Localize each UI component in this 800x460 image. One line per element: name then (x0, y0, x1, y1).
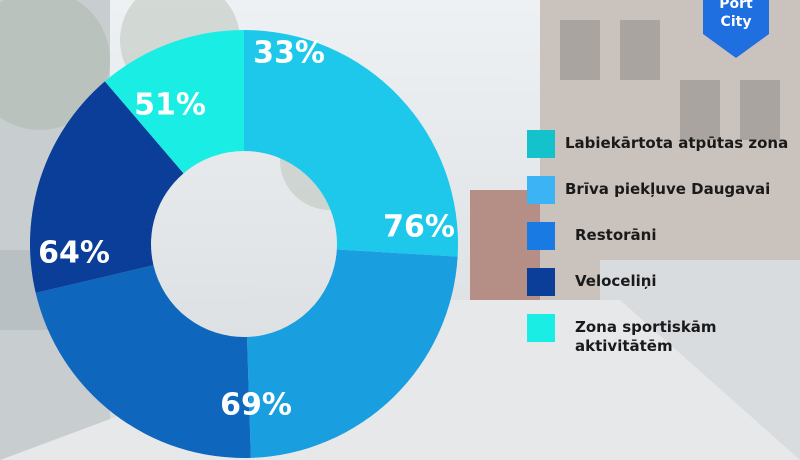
legend-swatch (527, 176, 555, 204)
segment-label-76: 76% (383, 210, 455, 245)
legend-item: Zona sportiskām aktivitātēm (527, 314, 797, 374)
legend-label: Zona sportiskām aktivitātēm (575, 318, 717, 355)
legend-label: Veloceliņi (575, 272, 657, 290)
legend-label: Labiekārtota atpūtas zona (565, 134, 789, 152)
legend-item: Veloceliņi (527, 268, 797, 314)
donut-segment-33 (104, 30, 245, 174)
legend-label: Restorāni (575, 226, 657, 244)
segment-label-69: 69% (220, 388, 292, 423)
donut-segment-69 (246, 249, 458, 458)
donut-segment-51 (29, 81, 184, 293)
legend-item: Labiekārtota atpūtas zona (527, 130, 797, 176)
logo-text-city: City (721, 14, 752, 30)
chart-legend: Labiekārtota atpūtas zona Brīva piekļuve… (527, 130, 797, 374)
port-city-logo: Port City (703, 0, 769, 58)
donut-segment-76 (244, 30, 458, 257)
legend-swatch (527, 314, 555, 342)
legend-swatch (527, 222, 555, 250)
legend-label: Brīva piekļuve Daugavai (565, 180, 771, 198)
segment-label-33: 33% (253, 36, 325, 71)
segment-label-51: 51% (134, 88, 206, 123)
segment-label-64: 64% (38, 236, 110, 271)
legend-item: Brīva piekļuve Daugavai (527, 176, 797, 222)
logo-text-port: Port (719, 0, 753, 12)
legend-swatch (527, 130, 555, 158)
donut-segment-64 (35, 265, 251, 459)
legend-swatch (527, 268, 555, 296)
legend-item: Restorāni (527, 222, 797, 268)
